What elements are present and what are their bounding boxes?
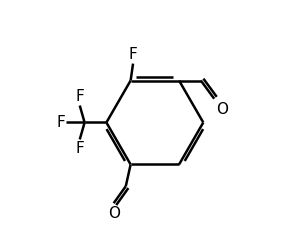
Text: O: O bbox=[108, 206, 120, 221]
Text: O: O bbox=[216, 102, 228, 117]
Text: F: F bbox=[75, 141, 84, 156]
Text: F: F bbox=[75, 89, 84, 104]
Text: F: F bbox=[129, 47, 137, 62]
Text: F: F bbox=[56, 115, 65, 130]
